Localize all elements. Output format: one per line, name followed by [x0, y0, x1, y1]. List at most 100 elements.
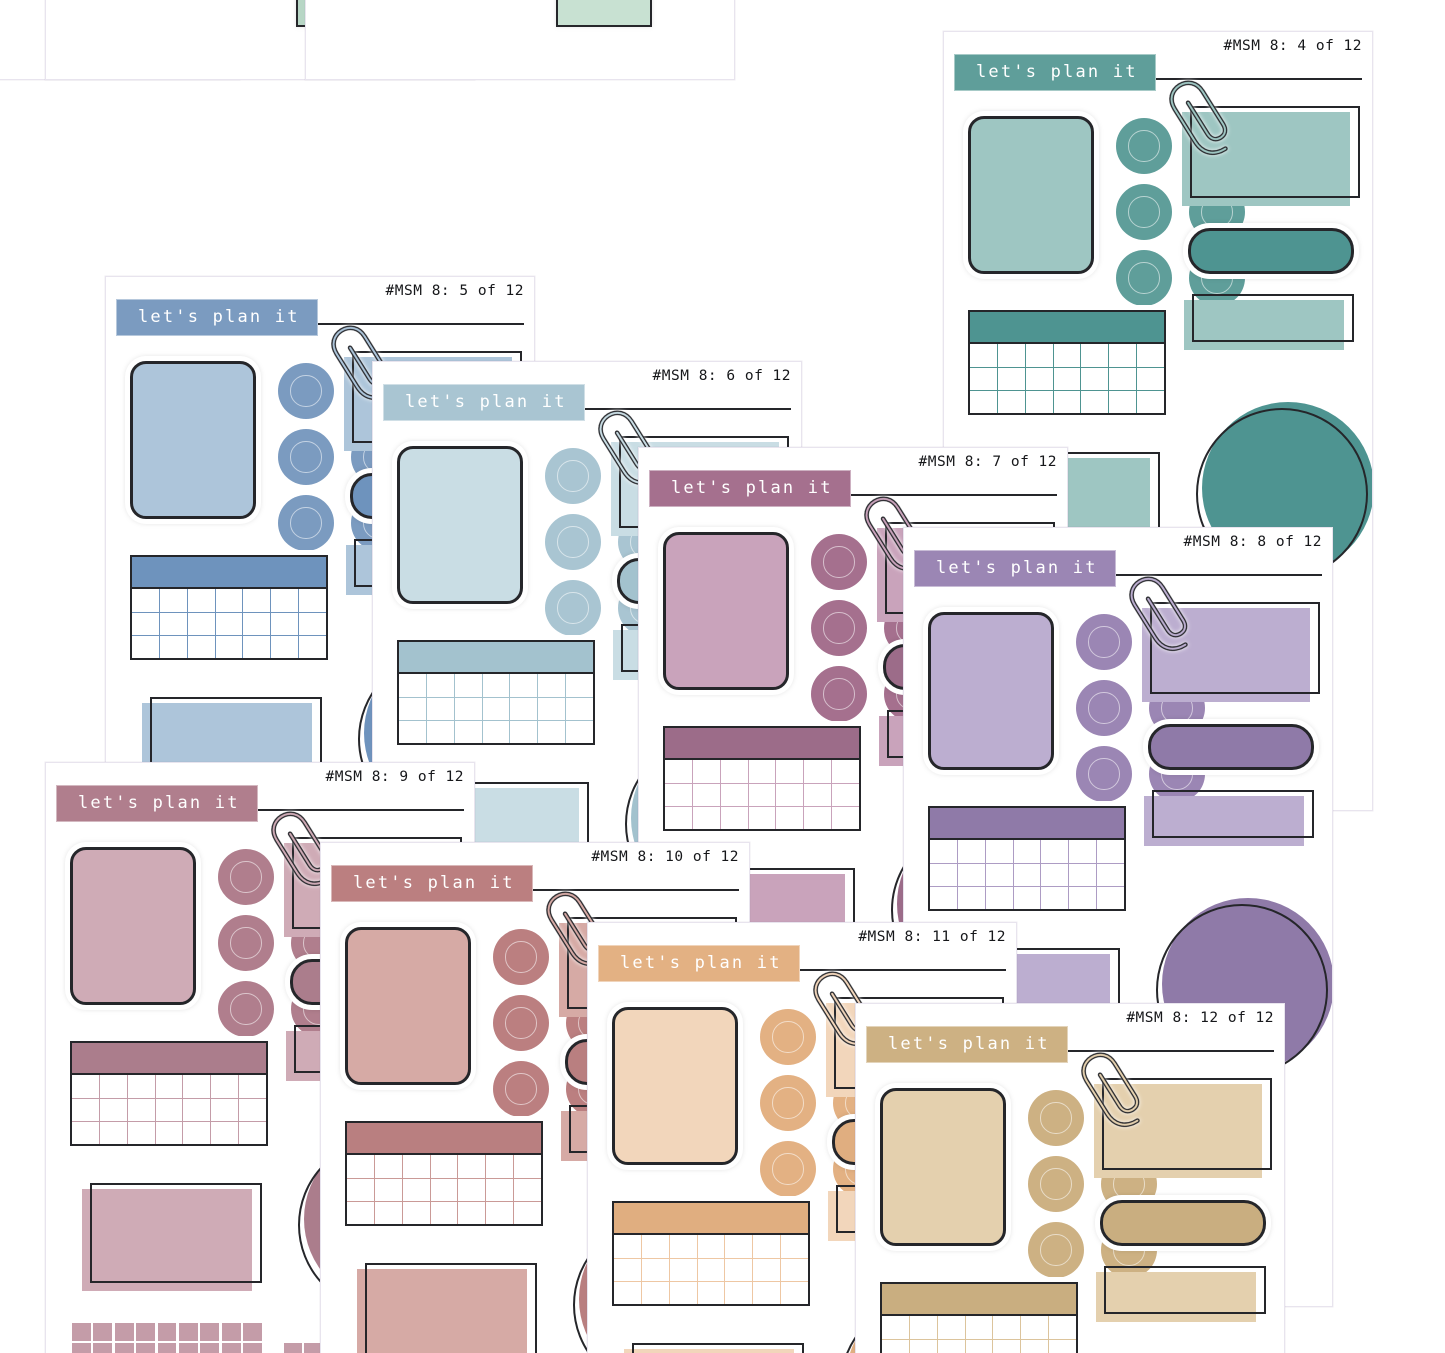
calendar-grid-sticker[interactable]	[397, 640, 595, 745]
calendar-cell[interactable]	[986, 887, 1013, 909]
calendar-cell[interactable]	[566, 698, 594, 721]
calendar-cell[interactable]	[1013, 864, 1041, 887]
grid-strip-cell[interactable]	[243, 1323, 263, 1341]
calendar-cell[interactable]	[132, 589, 159, 613]
photo-frame-sticker[interactable]	[618, 1337, 810, 1353]
calendar-cell[interactable]	[243, 613, 271, 636]
grid-strip-cell[interactable]	[284, 1343, 302, 1353]
grid-strip-cell[interactable]	[72, 1343, 91, 1353]
calendar-cell[interactable]	[670, 1282, 697, 1304]
grid-strip-cell[interactable]	[304, 1343, 323, 1353]
calendar-cell[interactable]	[910, 1340, 937, 1353]
calendar-cell[interactable]	[155, 1099, 183, 1122]
calendar-cell[interactable]	[804, 760, 832, 784]
sticker-sheet-12[interactable]: #MSM 8: 12 of 12 let's plan it	[855, 1003, 1285, 1353]
calendar-cell[interactable]	[985, 840, 1013, 864]
circle-dot-sticker[interactable]	[1028, 1090, 1084, 1146]
calendar-grid-sticker[interactable]	[928, 806, 1126, 911]
calendar-cell[interactable]	[1041, 887, 1068, 909]
circle-dot-sticker[interactable]	[1076, 746, 1132, 802]
grid-strip-cell[interactable]	[136, 1343, 156, 1353]
calendar-cell[interactable]	[514, 1179, 542, 1202]
calendar-cell[interactable]	[930, 887, 957, 909]
calendar-cell[interactable]	[1097, 887, 1124, 909]
calendar-cell[interactable]	[454, 698, 482, 721]
calendar-cell[interactable]	[72, 1099, 99, 1122]
calendar-cell[interactable]	[614, 1259, 641, 1282]
calendar-cell[interactable]	[299, 589, 327, 613]
calendar-cell[interactable]	[1097, 840, 1125, 864]
calendar-cell[interactable]	[431, 1202, 458, 1224]
calendar-cell[interactable]	[720, 784, 748, 807]
pill-label-sticker[interactable]	[1188, 228, 1354, 274]
calendar-cell[interactable]	[430, 1155, 458, 1179]
calendar-cell[interactable]	[697, 1259, 725, 1282]
calendar-cell[interactable]	[159, 613, 187, 636]
calendar-cell[interactable]	[402, 1179, 430, 1202]
grid-strip-cell[interactable]	[114, 1323, 134, 1341]
circle-dot-sticker[interactable]	[545, 580, 601, 636]
calendar-cell[interactable]	[403, 1202, 430, 1224]
calendar-cell[interactable]	[458, 1179, 486, 1202]
calendar-cell[interactable]	[1049, 1340, 1076, 1353]
calendar-cell[interactable]	[753, 1259, 781, 1282]
calendar-cell[interactable]	[538, 674, 566, 698]
calendar-cell[interactable]	[72, 1122, 99, 1144]
calendar-cell[interactable]	[832, 760, 860, 784]
circle-dot-sticker[interactable]	[1028, 1222, 1084, 1278]
circle-dot-sticker[interactable]	[218, 915, 274, 971]
calendar-cell[interactable]	[183, 1075, 211, 1099]
grid-strip-cell[interactable]	[157, 1343, 177, 1353]
calendar-cell[interactable]	[514, 1202, 541, 1224]
calendar-cell[interactable]	[239, 1075, 267, 1099]
calendar-cell[interactable]	[749, 807, 776, 829]
circle-dot-sticker[interactable]	[545, 514, 601, 570]
calendar-cell[interactable]	[183, 1122, 210, 1144]
calendar-cell[interactable]	[399, 674, 426, 698]
circle-dot-sticker[interactable]	[493, 1061, 549, 1117]
pill-label-sticker[interactable]	[1100, 1200, 1266, 1246]
calendar-cell[interactable]	[909, 1316, 937, 1340]
grid-strip-cell[interactable]	[178, 1343, 198, 1353]
calendar-cell[interactable]	[374, 1155, 402, 1179]
circle-dot-sticker[interactable]	[545, 448, 601, 504]
calendar-cell[interactable]	[399, 721, 426, 743]
circle-dot-sticker[interactable]	[760, 1009, 816, 1065]
calendar-cell[interactable]	[665, 760, 692, 784]
calendar-grid-sticker[interactable]	[663, 726, 861, 831]
calendar-cell[interactable]	[993, 1316, 1021, 1340]
calendar-cell[interactable]	[614, 1282, 641, 1304]
calendar-grid-sticker[interactable]	[880, 1282, 1078, 1353]
circle-dot-sticker[interactable]	[1116, 250, 1172, 306]
calendar-cell[interactable]	[1137, 391, 1164, 413]
photo-frame-sticker[interactable]	[1136, 596, 1326, 708]
grid-strip-cell[interactable]	[136, 1323, 156, 1341]
calendar-cell[interactable]	[347, 1202, 374, 1224]
calendar-cell[interactable]	[510, 721, 537, 743]
calendar-cell[interactable]	[692, 784, 720, 807]
calendar-cell[interactable]	[538, 698, 566, 721]
calendar-cell[interactable]	[100, 1122, 127, 1144]
rounded-card-sticker[interactable]	[928, 612, 1054, 770]
pill-label-sticker[interactable]	[1148, 724, 1314, 770]
calendar-cell[interactable]	[720, 760, 748, 784]
calendar-cell[interactable]	[1025, 344, 1053, 368]
calendar-cell[interactable]	[1081, 344, 1109, 368]
calendar-cell[interactable]	[483, 721, 510, 743]
calendar-cell[interactable]	[155, 1075, 183, 1099]
calendar-grid-sticker[interactable]	[968, 310, 1166, 415]
photo-frame-sticker[interactable]	[1176, 100, 1366, 212]
calendar-cell[interactable]	[665, 807, 692, 829]
calendar-cell[interactable]	[486, 1155, 514, 1179]
calendar-cell[interactable]	[641, 1259, 669, 1282]
calendar-cell[interactable]	[374, 1179, 402, 1202]
calendar-cell[interactable]	[1013, 840, 1041, 864]
grid-strip-cell[interactable]	[221, 1323, 241, 1341]
calendar-cell[interactable]	[566, 721, 593, 743]
calendar-cell[interactable]	[486, 1179, 514, 1202]
calendar-cell[interactable]	[669, 1235, 697, 1259]
circle-dot-sticker[interactable]	[1116, 118, 1172, 174]
calendar-cell[interactable]	[399, 698, 426, 721]
calendar-cell[interactable]	[188, 636, 215, 658]
calendar-cell[interactable]	[1137, 368, 1165, 391]
